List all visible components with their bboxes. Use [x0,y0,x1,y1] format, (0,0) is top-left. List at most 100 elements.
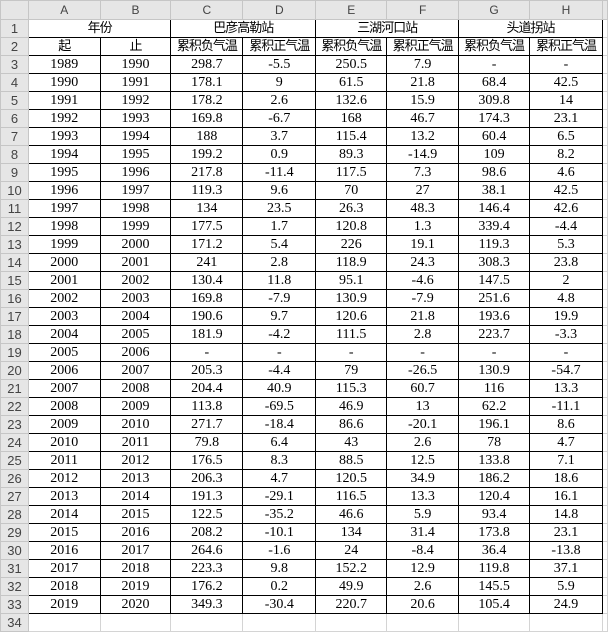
data-cell[interactable]: 8.3 [242,451,317,470]
data-cell[interactable]: 36.4 [458,541,531,560]
data-cell[interactable]: 191.3 [170,487,244,506]
data-cell[interactable]: 15.9 [386,91,460,110]
cell[interactable] [601,541,608,560]
data-cell[interactable]: 181.9 [170,325,244,344]
data-cell[interactable]: 2007 [99,361,172,380]
data-cell[interactable]: 4.7 [529,433,603,452]
row-header[interactable]: 15 [0,271,29,290]
data-cell[interactable]: 49.9 [315,577,388,596]
row-header[interactable]: 18 [0,325,29,344]
data-cell[interactable]: 217.8 [170,163,244,182]
data-cell[interactable]: 42.6 [529,199,603,218]
data-cell[interactable]: 173.8 [458,523,531,542]
data-cell[interactable]: 7.3 [386,163,460,182]
data-cell[interactable]: 2018 [27,577,101,596]
data-cell[interactable]: 14.8 [529,505,603,524]
data-cell[interactable]: 0.2 [242,577,317,596]
data-cell[interactable]: 1989 [27,55,101,74]
data-cell[interactable]: 1999 [27,235,101,254]
row-header[interactable]: 32 [0,577,29,596]
cell[interactable] [242,613,317,632]
data-cell[interactable]: 79.8 [170,433,244,452]
row-header[interactable]: 20 [0,361,29,380]
cell[interactable] [601,379,608,398]
subheader-cell[interactable]: 累积负气温 [170,37,244,56]
data-cell[interactable]: 11.8 [242,271,317,290]
row-header[interactable]: 14 [0,253,29,272]
data-cell[interactable]: 1999 [99,217,172,236]
data-cell[interactable]: 2.8 [386,325,460,344]
data-cell[interactable]: 309.8 [458,91,531,110]
data-cell[interactable]: 176.5 [170,451,244,470]
data-cell[interactable]: 9.8 [242,559,317,578]
data-cell[interactable]: 2014 [99,487,172,506]
cell[interactable] [601,343,608,362]
data-cell[interactable]: 1997 [27,199,101,218]
data-cell[interactable]: 60.7 [386,379,460,398]
data-cell[interactable]: 2004 [99,307,172,326]
data-cell[interactable]: -13.8 [529,541,603,560]
data-cell[interactable]: 2000 [27,253,101,272]
data-cell[interactable]: 24 [315,541,388,560]
data-cell[interactable]: 13.3 [386,487,460,506]
row-header[interactable]: 30 [0,541,29,560]
data-cell[interactable]: 119.3 [170,181,244,200]
row-header[interactable]: 7 [0,127,29,146]
row-header[interactable]: 24 [0,433,29,452]
data-cell[interactable]: 5.9 [386,505,460,524]
data-cell[interactable]: 174.3 [458,109,531,128]
cell[interactable] [386,613,460,632]
cell[interactable] [601,469,608,488]
data-cell[interactable]: 68.4 [458,73,531,92]
cell[interactable] [601,181,608,200]
data-cell[interactable]: 2016 [27,541,101,560]
column-header-i[interactable] [601,0,608,20]
row-header[interactable]: 34 [0,613,29,632]
data-cell[interactable]: 1991 [99,73,172,92]
data-cell[interactable]: 13.2 [386,127,460,146]
column-header-b[interactable]: B [99,0,172,20]
data-cell[interactable]: 27 [386,181,460,200]
data-cell[interactable]: 21.8 [386,307,460,326]
data-cell[interactable]: -11.1 [529,397,603,416]
cell[interactable] [170,613,244,632]
data-cell[interactable]: 40.9 [242,379,317,398]
data-cell[interactable]: 2012 [99,451,172,470]
data-cell[interactable]: 118.9 [315,253,388,272]
row-header[interactable]: 13 [0,235,29,254]
data-cell[interactable]: 116 [458,379,531,398]
data-cell[interactable]: 176.2 [170,577,244,596]
data-cell[interactable]: - [458,343,531,362]
data-cell[interactable]: 169.8 [170,289,244,308]
row-header[interactable]: 26 [0,469,29,488]
subheader-cell[interactable]: 累积正气温 [242,37,317,56]
column-header-a[interactable]: A [27,0,101,20]
data-cell[interactable]: 2004 [27,325,101,344]
data-cell[interactable]: 2010 [99,415,172,434]
data-cell[interactable]: 147.5 [458,271,531,290]
row-header[interactable]: 5 [0,91,29,110]
data-cell[interactable]: -4.4 [242,361,317,380]
data-cell[interactable]: 120.5 [315,469,388,488]
data-cell[interactable]: 186.2 [458,469,531,488]
cell[interactable] [601,163,608,182]
row-header[interactable]: 2 [0,37,29,56]
data-cell[interactable]: 208.2 [170,523,244,542]
data-cell[interactable]: -3.3 [529,325,603,344]
data-cell[interactable]: 78 [458,433,531,452]
data-cell[interactable]: -14.9 [386,145,460,164]
data-cell[interactable]: 2007 [27,379,101,398]
data-cell[interactable]: 196.1 [458,415,531,434]
data-cell[interactable]: 24.3 [386,253,460,272]
row-header[interactable]: 31 [0,559,29,578]
data-cell[interactable]: 105.4 [458,595,531,614]
data-cell[interactable]: 5.3 [529,235,603,254]
data-cell[interactable]: -69.5 [242,397,317,416]
data-cell[interactable]: 62.2 [458,397,531,416]
data-cell[interactable]: 2.6 [386,577,460,596]
data-cell[interactable]: 2011 [99,433,172,452]
cell[interactable] [27,613,101,632]
data-cell[interactable]: 98.6 [458,163,531,182]
data-cell[interactable]: 2015 [99,505,172,524]
cell[interactable] [601,19,608,38]
